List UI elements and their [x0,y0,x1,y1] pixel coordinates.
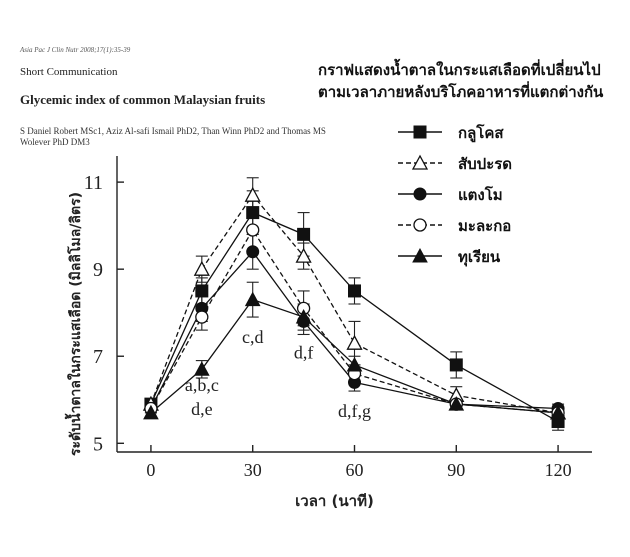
series-5-point [295,309,312,324]
series-5-point [244,291,261,307]
series-1-point [246,206,260,220]
legend-label: สับปะรด [458,155,512,173]
chart-title-line-2: ตามเวลาภายหลังบริโภคอาหารที่แตกต่างกัน [318,83,604,101]
significance-annotation: a,b,c [185,375,219,395]
x-tick-label: 30 [244,460,262,480]
series-5-point [448,396,465,411]
legend-marker [413,218,427,232]
legend-marker [413,187,427,201]
paper-title: Glycemic index of common Malaysian fruit… [20,92,266,107]
y-tick-label: 9 [93,259,103,281]
authors-line-1: S Daniel Robert MSc1, Aziz Al-safi Ismai… [20,126,326,136]
series-1-point [297,227,311,241]
series-1-point [348,284,361,298]
series-5-point [346,356,363,372]
journal-reference: Asia Pac J Clin Nutr 2008;17(1):35-39 [20,46,131,54]
y-axis-label: ระดับน้ำตาลในกระแสเลือด (มิลลิโมล/ลิตร) [64,192,84,456]
y-tick-label: 11 [84,172,103,194]
legend-label: แตงโม [458,185,503,204]
significance-annotation: d,e [191,399,213,419]
y-tick-label: 7 [93,346,103,368]
series-2-point [346,334,363,350]
significance-annotation: c,d [242,327,264,347]
series-3-point [246,245,260,259]
series-2-point [193,260,210,276]
series-2-point [244,186,261,202]
series-1-point [195,284,209,298]
series-2-point [295,247,312,263]
series-5-point [193,361,210,376]
significance-annotation: d,f,g [338,401,371,421]
x-tick-label: 90 [447,460,465,480]
legend-label: ทุเรียน [458,248,501,267]
x-tick-label: 60 [346,460,364,480]
legend-label: กลูโคส [458,123,504,143]
series-1-point [449,358,463,372]
x-axis-label: เวลา (นาที) [295,492,374,510]
authors-line-2: Wolever PhD DM3 [20,137,90,147]
section-label: Short Communication [20,66,118,78]
x-tick-label: 120 [545,460,572,480]
significance-annotation: d,f [294,342,314,362]
series-5-point [143,404,159,420]
legend-marker [411,154,429,170]
legend-marker [413,125,427,139]
legend-label: มะละกอ [458,217,511,235]
x-tick-label: 0 [146,460,155,480]
y-tick-label: 5 [93,433,103,455]
legend-marker [412,247,428,263]
series-4-point [195,310,209,324]
series-4-point [246,223,260,237]
chart-title-line-1: กราฟแสดงน้ำตาลในกระแสเลือดที่เปลี่ยนไป [318,61,601,79]
series-5-point [550,404,566,420]
